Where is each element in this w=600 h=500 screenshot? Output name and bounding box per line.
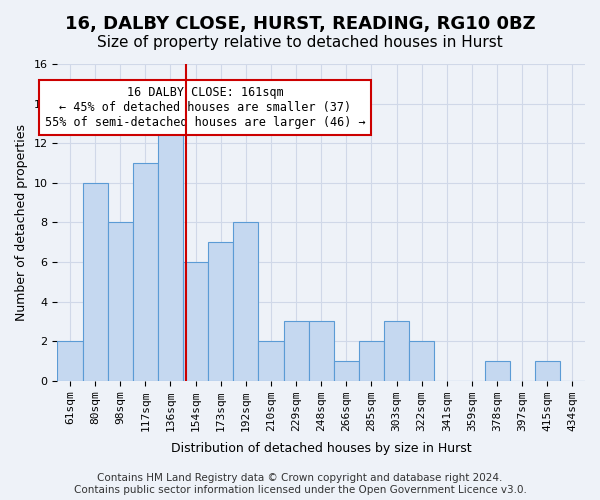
Bar <box>334 361 359 380</box>
Bar <box>308 322 334 380</box>
Bar <box>158 124 183 380</box>
Bar <box>384 322 409 380</box>
Text: Size of property relative to detached houses in Hurst: Size of property relative to detached ho… <box>97 35 503 50</box>
Y-axis label: Number of detached properties: Number of detached properties <box>15 124 28 321</box>
Bar <box>284 322 308 380</box>
Bar <box>485 361 509 380</box>
Bar <box>409 341 434 380</box>
Bar <box>359 341 384 380</box>
Bar <box>259 341 284 380</box>
Text: 16 DALBY CLOSE: 161sqm
← 45% of detached houses are smaller (37)
55% of semi-det: 16 DALBY CLOSE: 161sqm ← 45% of detached… <box>45 86 365 129</box>
Bar <box>183 262 208 380</box>
Text: 16, DALBY CLOSE, HURST, READING, RG10 0BZ: 16, DALBY CLOSE, HURST, READING, RG10 0B… <box>65 15 535 33</box>
Bar <box>133 163 158 380</box>
X-axis label: Distribution of detached houses by size in Hurst: Distribution of detached houses by size … <box>171 442 472 455</box>
Text: Contains HM Land Registry data © Crown copyright and database right 2024.
Contai: Contains HM Land Registry data © Crown c… <box>74 474 526 495</box>
Bar <box>83 182 107 380</box>
Bar <box>233 222 259 380</box>
Bar <box>107 222 133 380</box>
Bar <box>535 361 560 380</box>
Bar <box>208 242 233 380</box>
Bar <box>58 341 83 380</box>
